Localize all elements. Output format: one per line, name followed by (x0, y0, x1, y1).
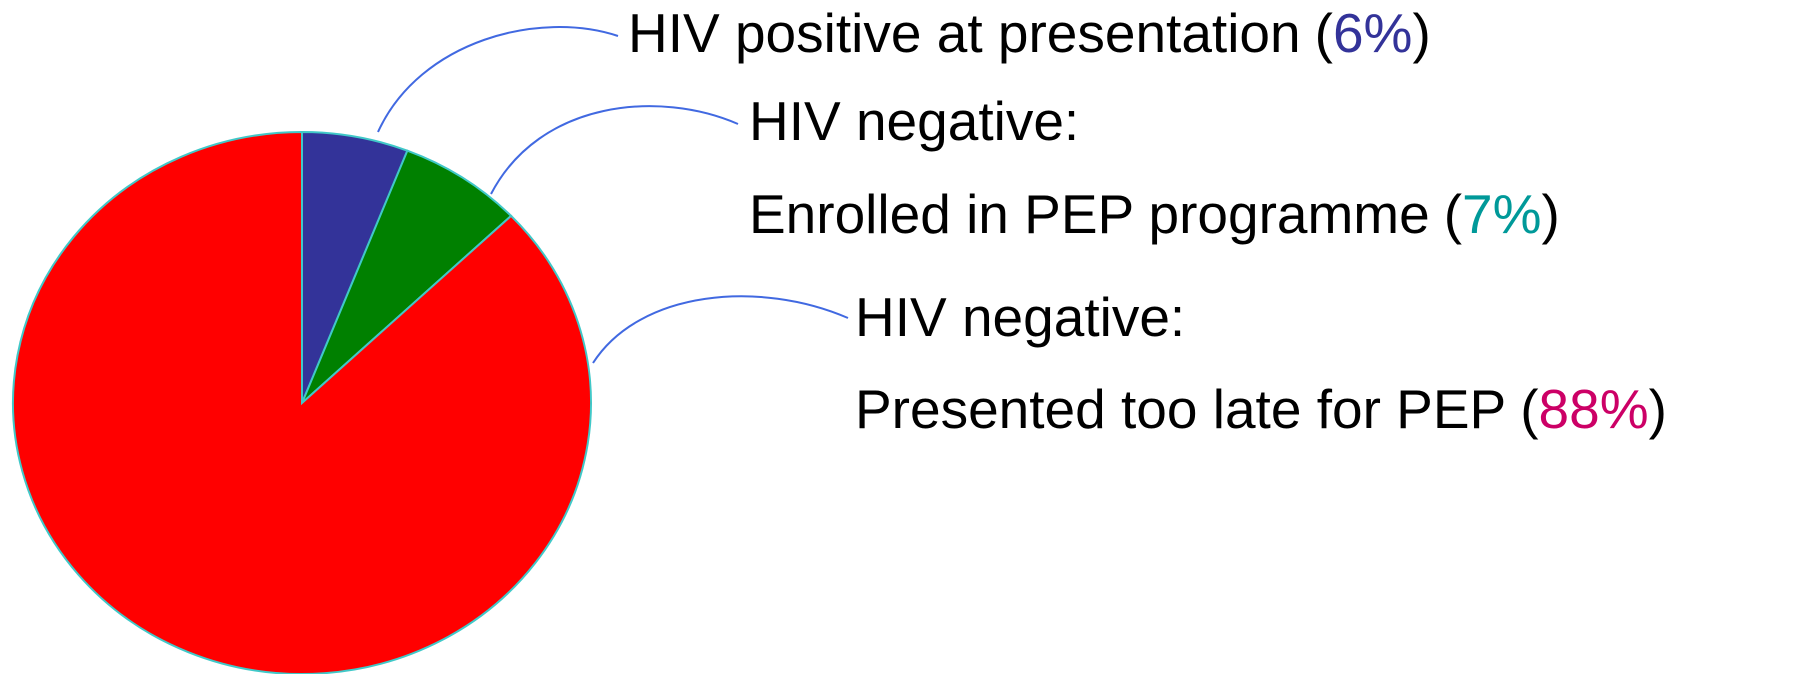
pie-slice (12, 130, 592, 674)
label-text: HIV negative: (749, 90, 1079, 152)
slice-label: HIV negative: (855, 286, 1185, 348)
slice-label: Presented too late for PEP (88%) (855, 378, 1667, 440)
label-text: HIV positive at presentation (628, 2, 1301, 64)
bracket: ) (1412, 2, 1430, 64)
label-text: Enrolled in PEP programme (749, 183, 1430, 245)
slice-label: HIV positive at presentation (6%) (628, 2, 1431, 64)
value-label: 7% (1462, 183, 1542, 245)
bracket: ) (1542, 183, 1560, 245)
leader-line (490, 105, 739, 195)
label-text: Presented too late for PEP (855, 378, 1506, 440)
bracket: ( (1315, 2, 1333, 64)
pie-slice (301, 149, 513, 404)
leader-line (377, 26, 619, 133)
bracket: ) (1649, 378, 1667, 440)
bracket: ( (1444, 183, 1462, 245)
leader-line (592, 295, 849, 364)
slice-label: Enrolled in PEP programme (7%) (749, 183, 1560, 245)
value-label: 88% (1539, 378, 1649, 440)
label-text: HIV negative: (855, 286, 1185, 348)
value-label: 6% (1333, 2, 1413, 64)
bracket: ( (1520, 378, 1538, 440)
slice-label: HIV negative: (749, 90, 1079, 152)
